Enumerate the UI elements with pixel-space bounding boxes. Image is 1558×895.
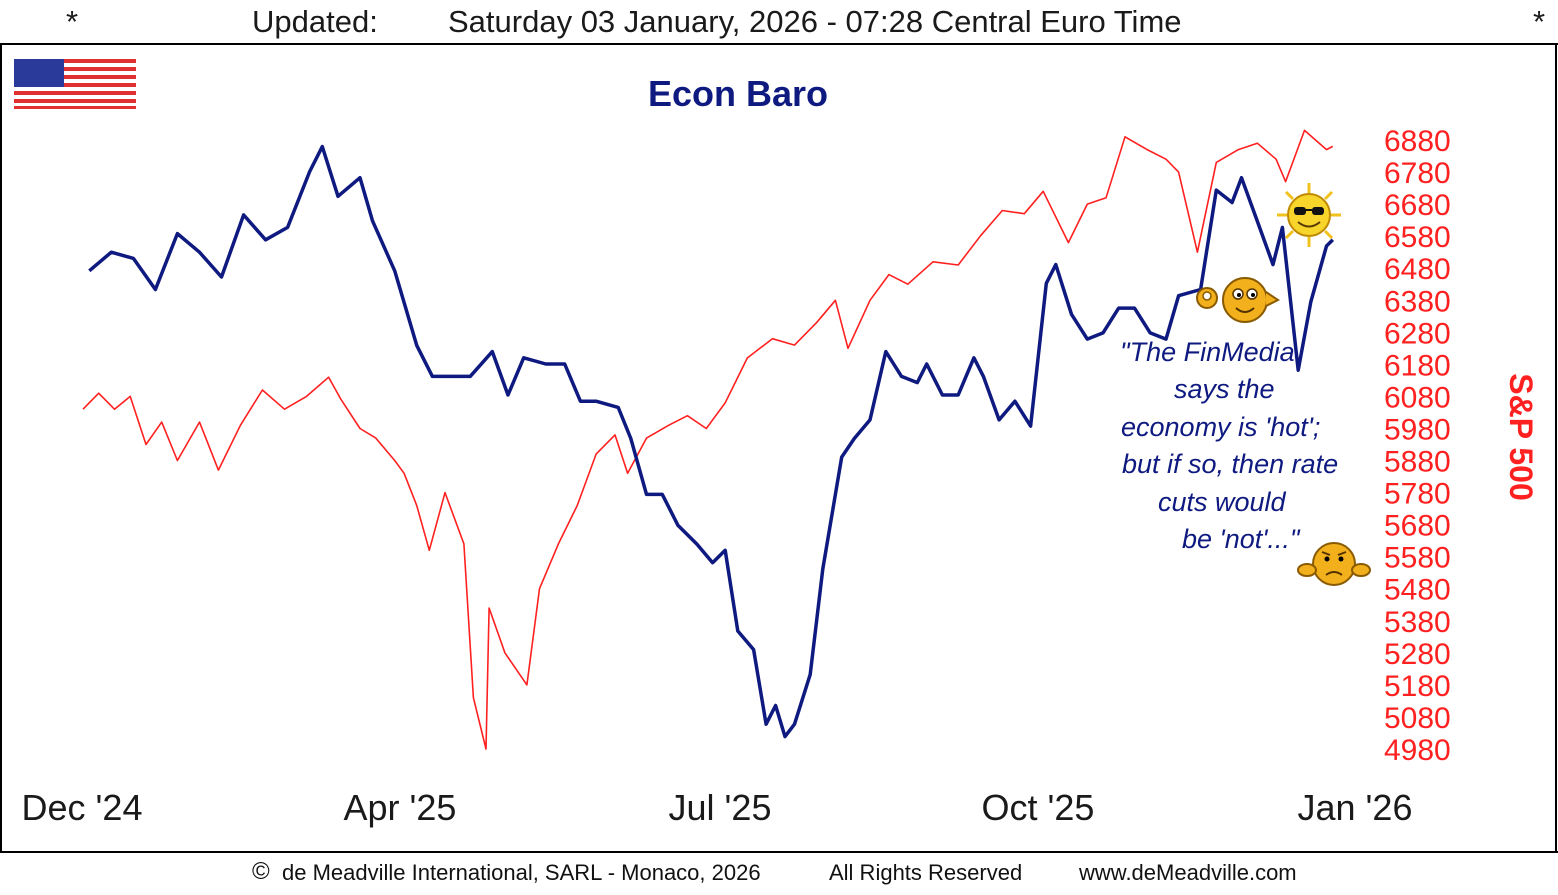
footer-copyright: de Meadville International, SARL - Monac… [282,860,761,885]
annotation-line-2: says the [1174,374,1275,404]
right-tick-label: 6280 [1384,317,1451,350]
footer-website[interactable]: www.deMeadville.com [1079,860,1297,885]
right-tick-label: 5180 [1384,670,1451,703]
x-tick-label: Jan '26 [1298,787,1413,828]
ok-gesture-smiley-icon [1196,277,1280,323]
right-tick-label: 5080 [1384,702,1451,735]
header-star-left: * [66,4,79,39]
annotation-quote: "The FinMedia says the economy is 'hot';… [1120,337,1338,554]
sunglasses-sun-icon [1277,183,1341,247]
right-tick-label: 5580 [1384,542,1451,575]
annotation-line-1: "The FinMedia [1120,337,1295,367]
right-tick-label: 5680 [1384,510,1451,543]
x-axis-ticks: Dec '24 Apr '25 Jul '25 Oct '25 Jan '26 [22,787,1413,828]
x-tick-label: Apr '25 [344,787,457,828]
right-tick-label: 6480 [1384,253,1451,286]
x-tick-label: Dec '24 [22,787,143,828]
right-tick-label: 6580 [1384,221,1451,254]
footer-rights: All Rights Reserved [829,860,1023,885]
right-tick-label: 6380 [1384,285,1451,318]
annotation-line-6: be 'not'..." [1182,524,1301,554]
right-tick-label: 5480 [1384,574,1451,607]
right-axis-label: S&P 500 [1503,373,1539,501]
right-tick-label: 4980 [1384,734,1451,767]
annotation-line-4: but if so, then rate [1122,449,1338,479]
header-star-right: * [1533,4,1546,39]
spx-line [82,129,1334,750]
right-axis-ticks: 6880678066806580648063806280618060805980… [1384,125,1451,767]
right-tick-label: 6880 [1384,125,1451,158]
us-flag-icon [14,59,136,109]
annotation-line-5: cuts would [1158,487,1287,517]
series-layer [82,129,1335,750]
right-tick-label: 6680 [1384,189,1451,222]
right-tick-label: 6780 [1384,157,1451,190]
worried-smiley-icon [1297,542,1371,586]
copyright-icon: © [252,858,270,885]
header-updated-text: Saturday 03 January, 2026 - 07:28 Centra… [448,4,1182,39]
x-tick-label: Jul '25 [669,787,772,828]
right-tick-label: 5280 [1384,638,1451,671]
annotation-line-3: economy is 'hot'; [1121,412,1320,442]
right-tick-label: 6180 [1384,349,1451,382]
x-tick-label: Oct '25 [982,787,1095,828]
right-tick-label: 5780 [1384,478,1451,511]
right-tick-label: 5880 [1384,446,1451,479]
econ-baro-line [88,144,1335,739]
header-updated-label: Updated: [252,4,378,39]
right-tick-label: 5980 [1384,413,1451,446]
chart-title: Econ Baro [648,73,828,114]
right-tick-label: 5380 [1384,606,1451,639]
right-tick-label: 6080 [1384,381,1451,414]
